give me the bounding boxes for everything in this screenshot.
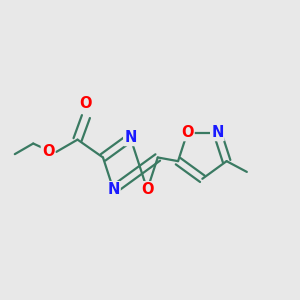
Text: O: O [141,182,154,197]
Text: O: O [42,144,54,159]
Text: N: N [107,182,120,197]
Text: N: N [124,130,136,145]
Text: O: O [80,96,92,111]
Text: O: O [181,125,194,140]
Text: N: N [211,125,224,140]
